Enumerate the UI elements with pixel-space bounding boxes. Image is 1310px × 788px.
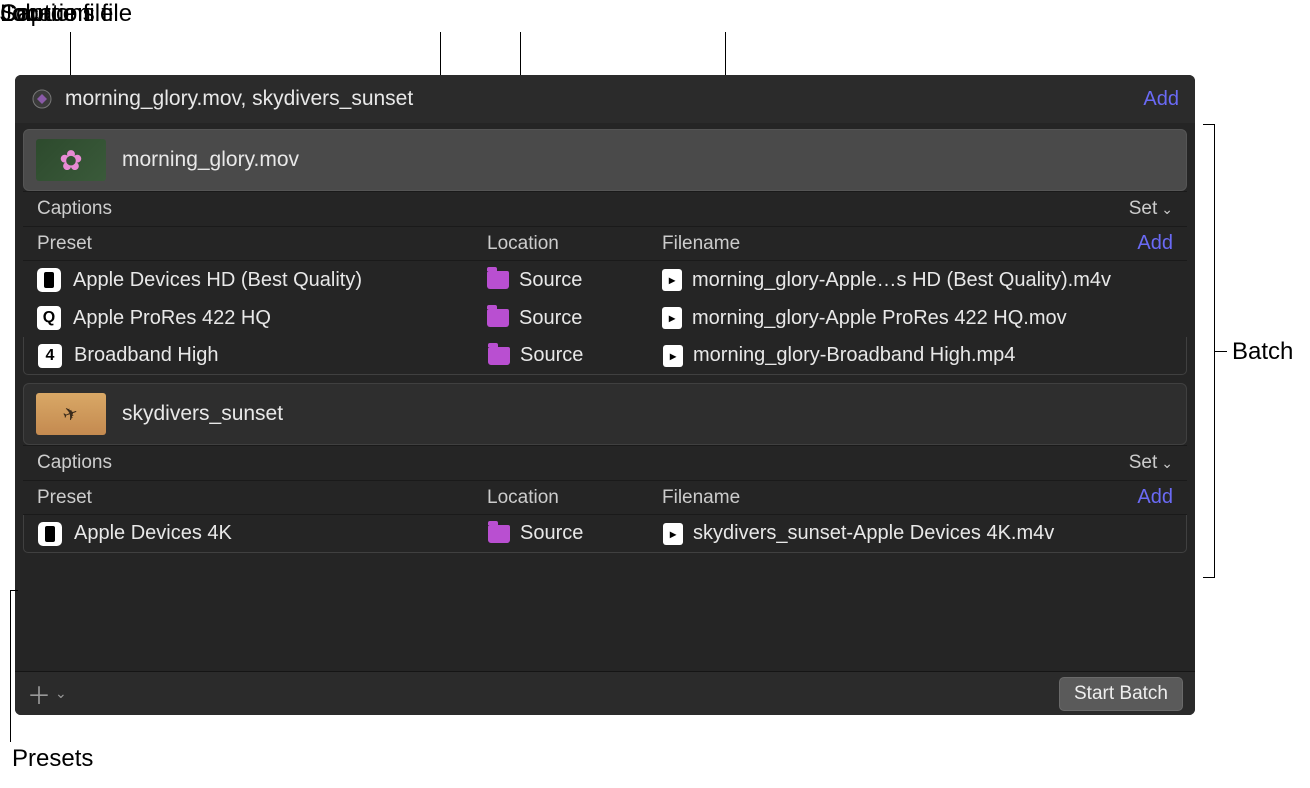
job-header[interactable]: morning_glory.mov — [24, 130, 1186, 190]
captions-label: Captions — [37, 198, 112, 220]
col-preset: Preset — [37, 233, 487, 255]
batch-title: morning_glory.mov, skydivers_sunset — [65, 87, 413, 111]
batch-header: morning_glory.mov, skydivers_sunset Add — [15, 75, 1195, 123]
add-preset-button[interactable]: Add — [1137, 486, 1173, 509]
callout-line — [10, 590, 18, 591]
quicktime-icon: Q — [37, 306, 61, 330]
folder-icon — [487, 309, 509, 327]
file-icon: ▸ — [662, 307, 682, 329]
folder-icon — [488, 347, 510, 365]
callout-batch: Batch — [1232, 338, 1293, 366]
callout-presets: Presets — [12, 745, 93, 773]
preset-row[interactable]: Apple Devices 4K Source ▸ skydivers_suns… — [23, 515, 1187, 553]
preset-name: Apple Devices HD (Best Quality) — [73, 269, 362, 292]
chevron-down-icon: ⌄ — [1161, 201, 1173, 218]
chevron-down-icon: ⌄ — [1161, 455, 1173, 472]
col-filename: Filename — [662, 233, 1137, 255]
add-preset-button[interactable]: Add — [1137, 232, 1173, 255]
col-location: Location — [487, 487, 662, 509]
bracket-tick — [1215, 351, 1227, 352]
filename-label: morning_glory-Apple…s HD (Best Quality).… — [692, 269, 1111, 292]
preset-row[interactable]: Q Apple ProRes 422 HQ Source ▸ morning_g… — [23, 299, 1187, 337]
thumbnail — [36, 139, 106, 181]
folder-icon — [487, 271, 509, 289]
captions-label: Captions — [37, 452, 112, 474]
location-label: Source — [520, 522, 583, 545]
device-icon — [37, 268, 61, 292]
chevron-down-icon: ⌄ — [55, 685, 67, 702]
location-label: Source — [519, 269, 582, 292]
add-job-button[interactable]: Add — [1143, 88, 1179, 111]
col-preset: Preset — [37, 487, 487, 509]
location-label: Source — [519, 307, 582, 330]
add-menu-button[interactable]: ＋ ⌄ — [27, 676, 67, 711]
filename-label: morning_glory-Broadband High.mp4 — [693, 344, 1015, 367]
preset-row[interactable]: Apple Devices HD (Best Quality) Source ▸… — [23, 261, 1187, 299]
column-header-row: Preset Location Filename Add — [23, 481, 1187, 515]
device-icon — [38, 522, 62, 546]
col-location: Location — [487, 233, 662, 255]
batch-panel: morning_glory.mov, skydivers_sunset Add … — [15, 75, 1195, 715]
file-icon: ▸ — [662, 269, 682, 291]
start-batch-button[interactable]: Start Batch — [1059, 677, 1183, 711]
captions-row: Captions Set⌄ — [23, 191, 1187, 227]
file-icon: ▸ — [663, 523, 683, 545]
set-captions-button[interactable]: Set⌄ — [1129, 198, 1173, 220]
column-header-row: Preset Location Filename Add — [23, 227, 1187, 261]
batch-bracket — [1203, 124, 1215, 578]
filename-label: morning_glory-Apple ProRes 422 HQ.mov — [692, 307, 1067, 330]
preset-name: Apple Devices 4K — [74, 522, 232, 545]
location-label: Source — [520, 344, 583, 367]
job-name: skydivers_sunset — [122, 402, 283, 426]
bottom-bar: ＋ ⌄ Start Batch — [15, 671, 1195, 715]
folder-icon — [488, 525, 510, 543]
preset-name: Apple ProRes 422 HQ — [73, 307, 271, 330]
thumbnail — [36, 393, 106, 435]
plus-icon: ＋ — [27, 676, 51, 711]
captions-row: Captions Set⌄ — [23, 445, 1187, 481]
compressor-icon — [31, 88, 53, 110]
job-header[interactable]: skydivers_sunset — [24, 384, 1186, 444]
job[interactable]: morning_glory.mov — [23, 129, 1187, 191]
callout-line — [10, 590, 11, 742]
job[interactable]: skydivers_sunset — [23, 383, 1187, 445]
jobs-area: morning_glory.mov Captions Set⌄ Preset L… — [15, 123, 1195, 671]
preset-row[interactable]: 4 Broadband High Source ▸ morning_glory-… — [23, 337, 1187, 375]
filename-label: skydivers_sunset-Apple Devices 4K.m4v — [693, 522, 1054, 545]
col-filename: Filename — [662, 487, 1137, 509]
preset-name: Broadband High — [74, 344, 219, 367]
file-icon: ▸ — [663, 345, 683, 367]
callout-job: Job — [0, 0, 39, 28]
mp4-icon: 4 — [38, 344, 62, 368]
set-captions-button[interactable]: Set⌄ — [1129, 452, 1173, 474]
job-name: morning_glory.mov — [122, 148, 299, 172]
